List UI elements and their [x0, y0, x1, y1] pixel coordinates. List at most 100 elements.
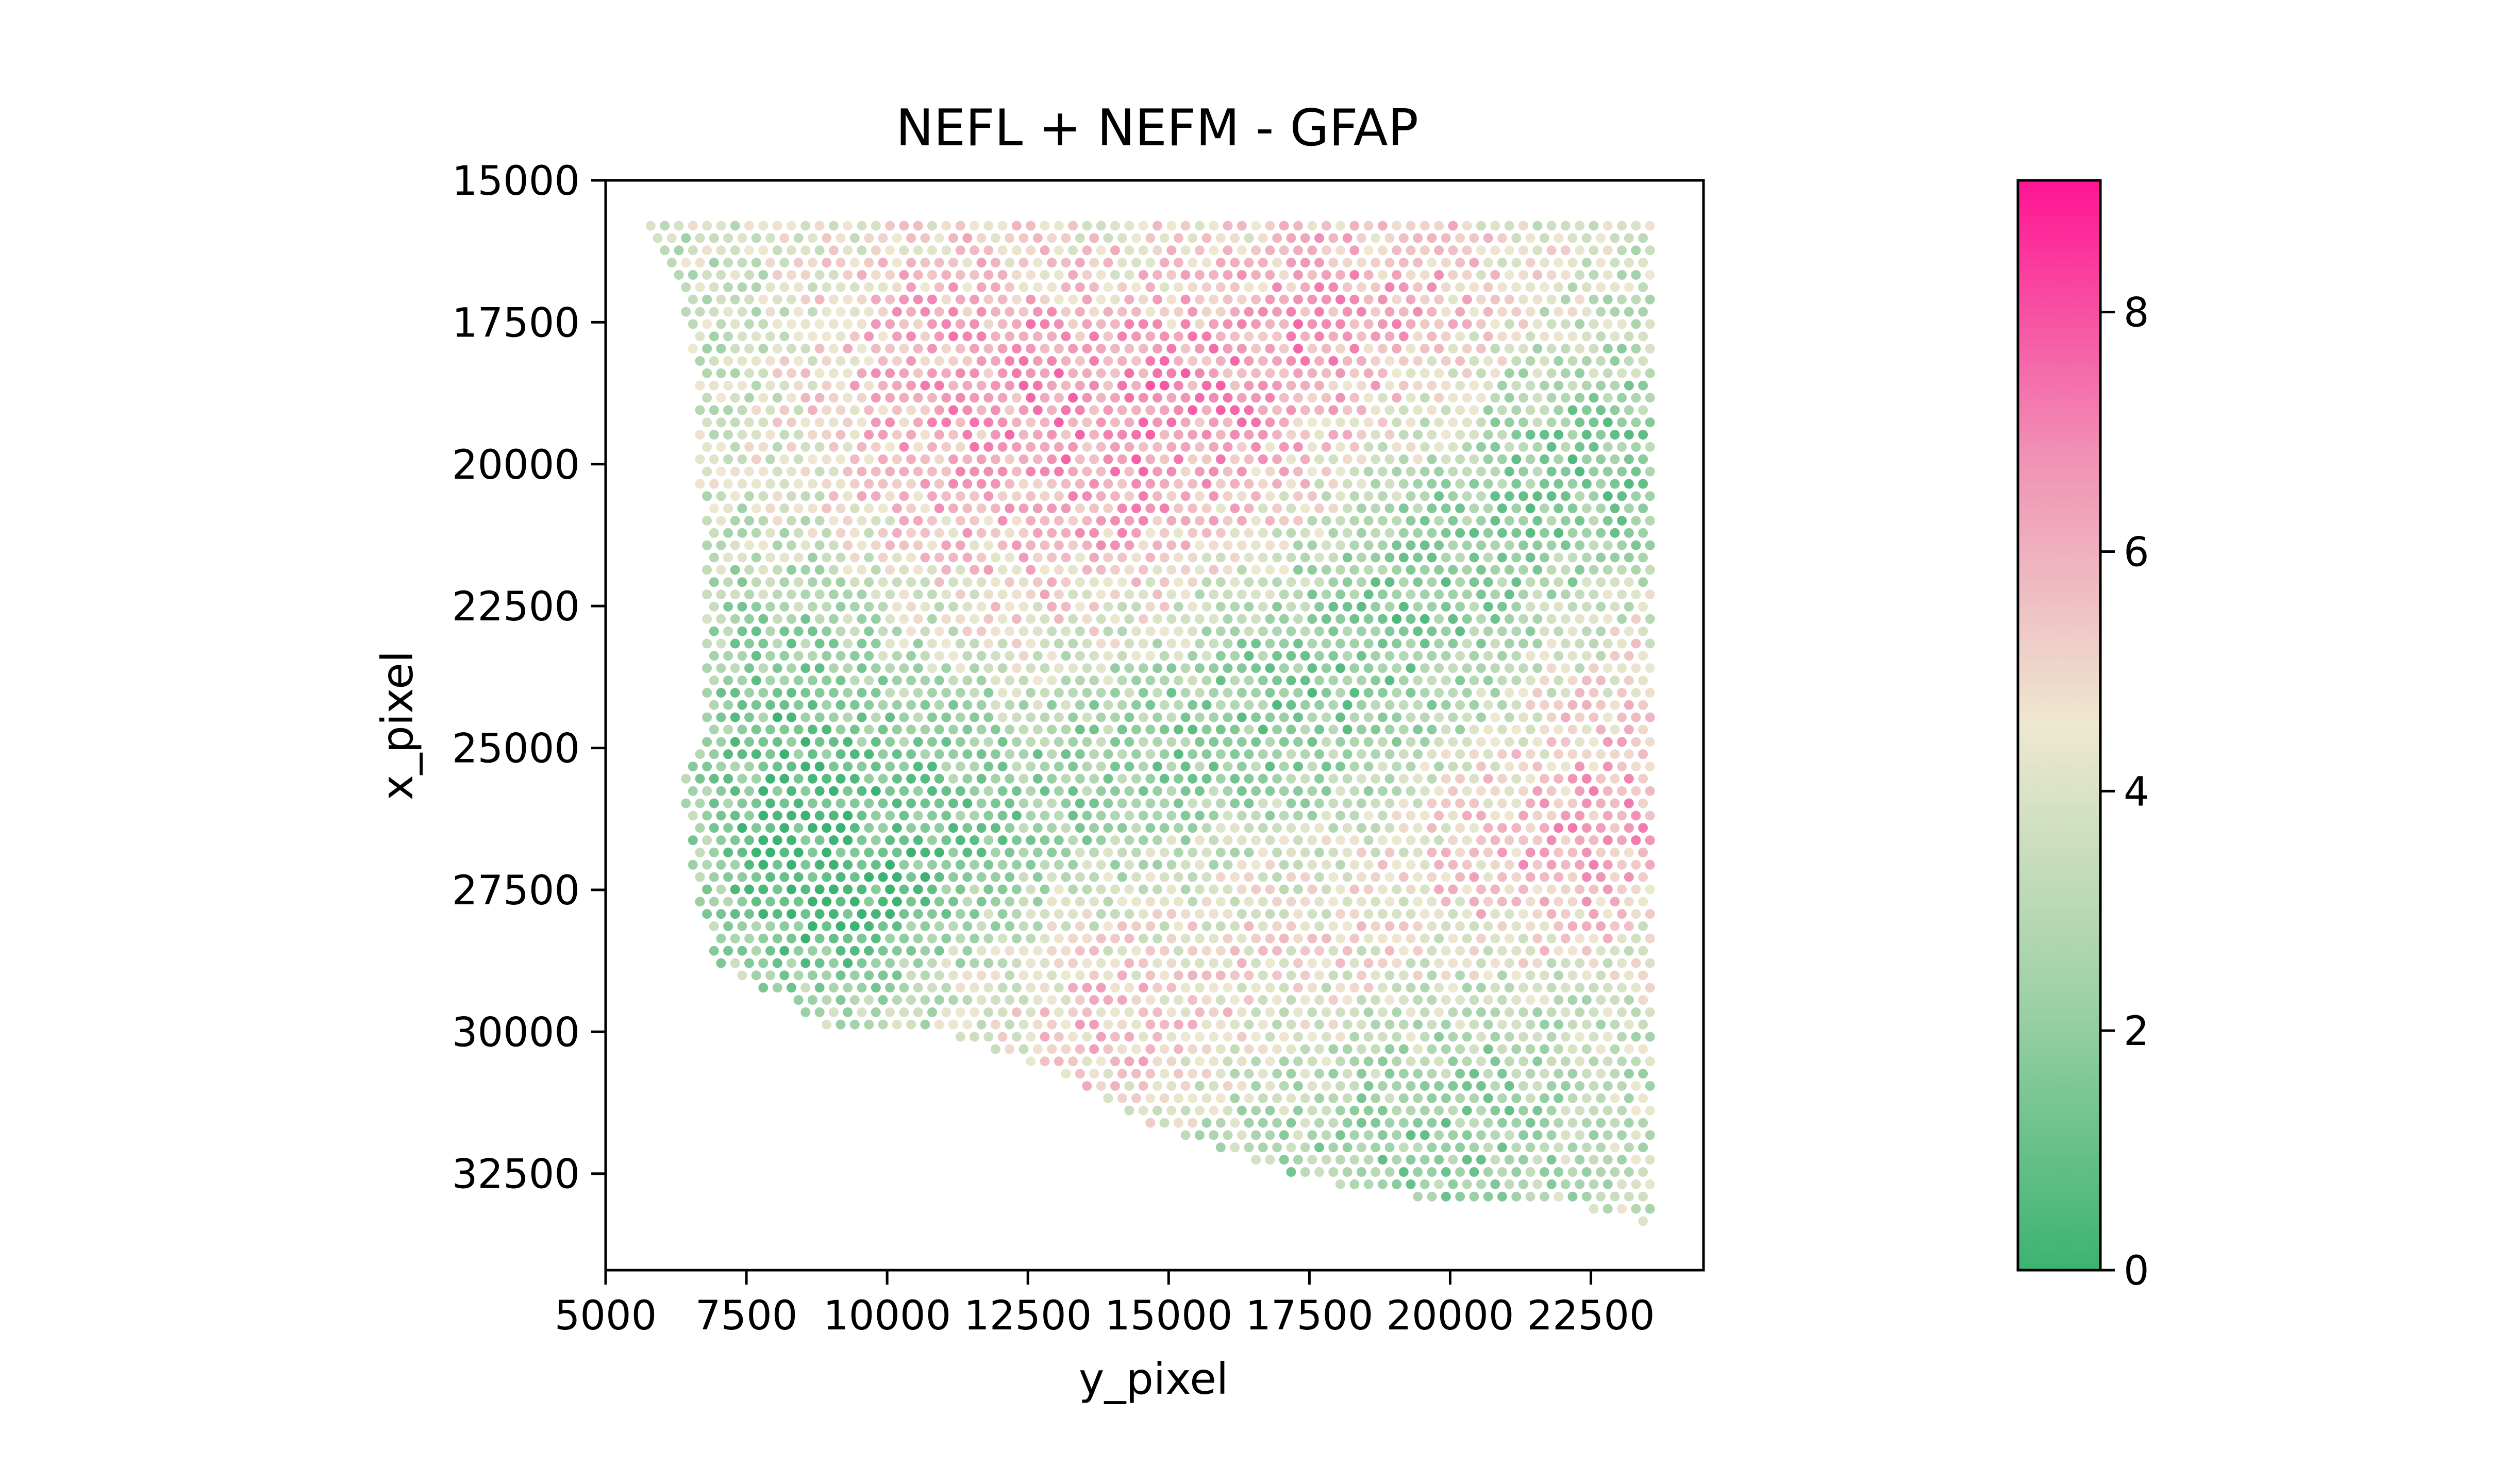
spot-point: [1117, 676, 1127, 685]
spot-point: [1328, 970, 1339, 981]
spot-point: [843, 393, 853, 403]
spot-point: [1173, 503, 1183, 514]
spot-point: [1406, 958, 1416, 968]
spot-point: [1068, 859, 1078, 870]
spot-point: [772, 958, 782, 968]
spot-point: [1581, 430, 1592, 440]
spot-point: [716, 344, 726, 354]
spot-point: [1631, 737, 1641, 747]
spot-point: [1307, 1105, 1317, 1116]
spot-point: [1602, 516, 1613, 526]
spot-point: [849, 847, 860, 857]
spot-point: [920, 601, 930, 612]
spot-point: [934, 773, 944, 784]
spot-point: [1638, 282, 1648, 292]
spot-point: [864, 626, 874, 636]
spot-point: [1237, 663, 1247, 673]
spot-point: [1419, 540, 1430, 550]
spot-point: [1145, 749, 1156, 760]
spot-point: [962, 995, 973, 1005]
spot-point: [1335, 958, 1345, 968]
spot-point: [1265, 1105, 1275, 1116]
spot-point: [1645, 884, 1655, 895]
spot-point: [1448, 270, 1458, 280]
spot-point: [1188, 970, 1198, 981]
spot-point: [807, 331, 817, 342]
spot-point: [1560, 811, 1571, 821]
spot-point: [970, 294, 979, 305]
spot-point: [828, 565, 839, 575]
spot-point: [1448, 294, 1458, 305]
spot-point: [871, 516, 881, 526]
spot-point: [1244, 749, 1254, 760]
spot-point: [1180, 811, 1191, 821]
spot-point: [1279, 933, 1289, 943]
spot-point: [1040, 663, 1050, 673]
spot-point: [1427, 1019, 1437, 1030]
spot-point: [1469, 552, 1479, 563]
spot-point: [1455, 258, 1465, 268]
spot-point: [1511, 233, 1522, 243]
spot-point: [1469, 258, 1479, 268]
spot-point: [1110, 270, 1120, 280]
spot-point: [1173, 626, 1183, 636]
spot-point: [997, 712, 1008, 722]
spot-point: [1406, 737, 1416, 747]
spot-point: [1040, 614, 1050, 624]
spot-point: [1032, 454, 1043, 464]
spot-point: [1145, 258, 1156, 268]
spot-point: [828, 466, 839, 477]
spot-point: [1321, 221, 1331, 231]
spot-point: [702, 417, 712, 428]
spot-point: [1518, 270, 1528, 280]
spot-point: [1560, 1155, 1571, 1165]
spot-point: [779, 676, 790, 685]
spot-point: [1546, 1081, 1557, 1091]
spot-point: [1173, 1118, 1183, 1128]
spot-point: [948, 724, 958, 735]
spot-point: [1532, 565, 1543, 575]
spot-point: [1153, 294, 1162, 305]
spot-point: [1504, 762, 1514, 771]
spot-point: [1244, 970, 1254, 981]
spot-point: [1645, 762, 1655, 771]
spot-point: [849, 454, 860, 464]
spot-point: [737, 724, 747, 735]
spot-point: [1032, 626, 1043, 636]
spot-point: [1272, 946, 1282, 956]
spot-point: [1539, 528, 1549, 538]
spot-point: [913, 835, 923, 846]
spot-point: [1448, 663, 1458, 673]
spot-point: [1567, 1191, 1578, 1202]
spot-point: [800, 1007, 811, 1017]
spot-point: [1349, 614, 1360, 624]
spot-point: [1476, 909, 1486, 919]
spot-point: [1265, 540, 1275, 550]
spot-point: [1103, 651, 1113, 661]
spot-point: [1554, 577, 1564, 587]
spot-point: [1054, 565, 1064, 575]
spot-point: [1180, 1081, 1191, 1091]
spot-point: [822, 626, 832, 636]
spot-point: [765, 356, 775, 366]
spot-point: [723, 577, 733, 587]
spot-point: [1546, 393, 1557, 403]
spot-point: [1356, 1142, 1366, 1153]
spot-point: [1075, 282, 1085, 292]
spot-point: [1511, 823, 1522, 833]
spot-point: [1215, 430, 1226, 440]
spot-point: [1047, 356, 1057, 366]
spot-point: [1328, 479, 1339, 489]
spot-point: [1032, 847, 1043, 857]
spot-point: [885, 859, 895, 870]
spot-point: [1279, 983, 1289, 993]
spot-point: [1490, 565, 1500, 575]
spot-point: [970, 245, 979, 256]
spot-point: [1434, 491, 1444, 501]
spot-point: [1061, 380, 1071, 391]
spot-point: [1384, 946, 1395, 956]
spot-point: [800, 835, 811, 846]
spot-point: [779, 773, 790, 784]
spot-point: [1335, 1155, 1345, 1165]
spot-point: [1441, 995, 1451, 1005]
